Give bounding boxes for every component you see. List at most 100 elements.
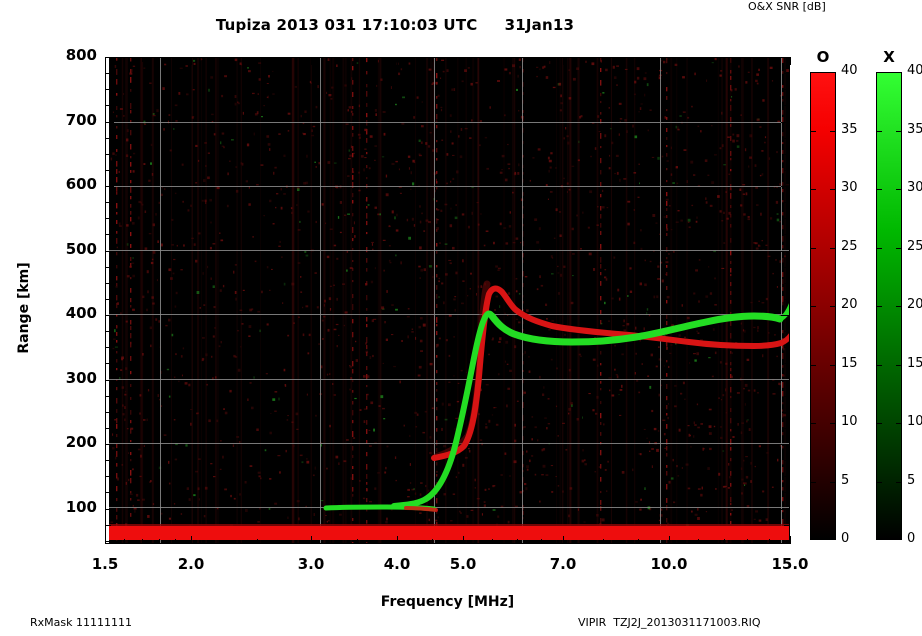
gridline-y-300: [106, 379, 789, 380]
colorbar-tick: [896, 189, 901, 190]
colorbar-tick: [877, 482, 882, 483]
y-tick-minor: [105, 363, 111, 364]
x-tick-minor: [638, 57, 639, 62]
gridline-y-400: [106, 314, 789, 315]
y-tick-major: [105, 251, 114, 252]
x-tick-minor: [603, 539, 604, 544]
colorbar-tick: [896, 131, 901, 132]
y-tick-minor: [784, 267, 790, 268]
y-tick-minor: [105, 476, 111, 477]
x-tick-minor: [541, 539, 542, 544]
y-tick-major: [781, 251, 790, 252]
ionogram-plot-area[interactable]: [106, 58, 789, 543]
colorbar-tick: [877, 189, 882, 190]
o-trace-plateau: [499, 289, 784, 350]
x-tick-major: [563, 57, 564, 65]
x-tick-major: [563, 536, 564, 544]
y-tick-minor: [105, 396, 111, 397]
x-trace-cusp: [777, 303, 789, 322]
x-tick-label-4.0: 4.0: [383, 555, 411, 573]
x-tick-minor: [432, 57, 433, 62]
x-tick-minor: [124, 539, 125, 544]
y-tick-minor: [105, 89, 111, 90]
colorbar-tick-label-10: 10: [907, 414, 922, 429]
y-tick-minor: [105, 154, 111, 155]
y-tick-label-200: 200: [65, 433, 97, 451]
x-tick-minor: [257, 539, 258, 544]
x-tick-minor: [747, 57, 748, 62]
colorbar-tick: [830, 131, 835, 132]
y-tick-minor: [105, 234, 111, 235]
y-tick-minor: [105, 73, 111, 74]
colorbar-tick: [811, 131, 816, 132]
x-tick-minor: [698, 539, 699, 544]
x-tick-label-1.5: 1.5: [91, 555, 119, 573]
y-tick-major: [105, 509, 114, 510]
y-tick-minor: [784, 218, 790, 219]
colorbar-tick: [877, 365, 882, 366]
x-tick-label-3.0: 3.0: [297, 555, 325, 573]
colorbar-tick-label-20: 20: [841, 297, 858, 312]
gridline-x-7: [660, 58, 661, 543]
colorbar-tick: [896, 423, 901, 424]
background-noise: [110, 58, 789, 543]
x-tick-major: [105, 57, 106, 65]
colorbar-tick-label-30: 30: [907, 180, 922, 195]
x-tick-minor: [175, 57, 176, 62]
y-tick-minor: [784, 347, 790, 348]
x-trace-lowfreq: [391, 310, 495, 509]
colorbar-tick: [811, 189, 816, 190]
x-tick-major: [191, 536, 192, 544]
x-tick-major: [105, 536, 106, 544]
o-trace-lowfreq: [431, 285, 505, 461]
y-tick-minor: [105, 170, 111, 171]
y-tick-label-500: 500: [65, 240, 97, 258]
y-tick-label-700: 700: [65, 111, 97, 129]
colorbar-tick-label-10: 10: [841, 414, 858, 429]
x-tick-major: [397, 57, 398, 65]
colorbar-tick: [896, 482, 901, 483]
y-tick-minor: [784, 492, 790, 493]
y-tick-minor: [105, 331, 111, 332]
x-tick-minor: [257, 57, 258, 62]
colorbar-tick: [811, 248, 816, 249]
colorbar-tick: [830, 423, 835, 424]
y-tick-minor: [105, 428, 111, 429]
x-tick-minor: [159, 539, 160, 544]
y-tick-minor: [784, 73, 790, 74]
x-trace-plateau: [488, 312, 784, 346]
gridline-x-10: [781, 58, 782, 543]
y-tick-major: [105, 186, 114, 187]
y-tick-major: [781, 122, 790, 123]
colorbar-tick: [830, 365, 835, 366]
y-tick-minor: [105, 105, 111, 106]
colorbar-tick: [830, 189, 835, 190]
gridline-x-5: [522, 58, 523, 543]
x-tick-major: [191, 57, 192, 65]
x-tick-minor: [603, 57, 604, 62]
colorbar-tick: [811, 365, 816, 366]
gridline-x-2: [160, 58, 161, 543]
x-tick-minor: [357, 539, 358, 544]
y-tick-minor: [105, 267, 111, 268]
x-tick-minor: [142, 57, 143, 62]
y-tick-major: [105, 444, 114, 445]
ground-return-band: [106, 526, 789, 540]
gridline-y-600: [106, 186, 789, 187]
x-tick-minor: [698, 57, 699, 62]
pre-sounding-gap: [106, 58, 109, 543]
colorbar-tick: [896, 365, 901, 366]
y-tick-label-600: 600: [65, 175, 97, 193]
e-layer-o-trace: [404, 506, 438, 512]
y-tick-major: [781, 57, 790, 58]
y-tick-minor: [784, 428, 790, 429]
x-tick-major: [463, 536, 464, 544]
y-tick-minor: [784, 89, 790, 90]
colorbar-tick-label-40: 40: [907, 63, 922, 78]
y-tick-minor: [105, 283, 111, 284]
y-tick-minor: [105, 299, 111, 300]
colorbar-tick: [811, 423, 816, 424]
y-tick-label-300: 300: [65, 369, 97, 387]
colorbar-tick-label-25: 25: [841, 239, 858, 254]
x-tick-label-15.0: 15.0: [771, 555, 809, 573]
